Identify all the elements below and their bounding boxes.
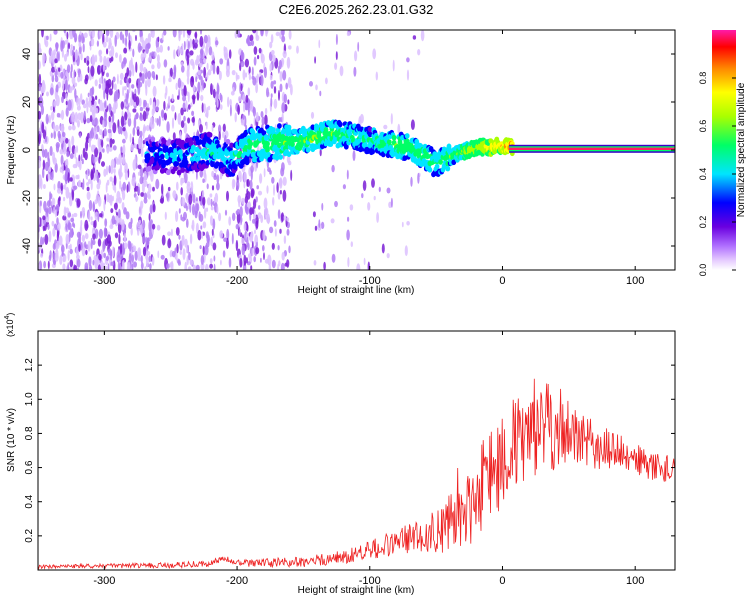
snr-y-tick-label: 0.8 [24,426,35,440]
spectrogram-x-ticks: -300 -200 -100 0 100 [93,30,644,287]
snr-line [38,378,675,570]
spectrogram-y-ticks: -40 -20 0 20 40 [21,48,675,254]
spectrogram-signal [144,119,675,178]
colorbar-tick-label: 0.6 [698,120,708,133]
snr-x-ticks: -300 -200 -100 0 100 [93,331,644,587]
figure-title: C2E6.2025.262.23.01.G32 [279,2,434,17]
snr-x-tick-label: 100 [626,575,644,587]
snr-y-label: SNR (10 * v/v) [6,408,17,472]
snr-x-tick-label: -100 [359,575,381,587]
spectrogram-y-tick-label: 0 [21,147,33,153]
snr-scale-exponent: 4 [4,315,11,319]
snr-y-tick-label: 1.2 [24,358,35,372]
spectrogram-x-tick-label: 0 [499,275,505,287]
colorbar-tick-label: 0.4 [698,168,708,181]
spectrogram-x-tick-label: -300 [93,275,115,287]
spectrogram-y-tick-label: 20 [21,96,33,108]
snr-scale-prefix: (x10 [5,319,15,337]
colorbar-tick-label: 0.0 [698,264,708,277]
spectrogram-x-tick-label: -100 [359,275,381,287]
spectrogram-x-tick-label: 100 [626,275,644,287]
colorbar-tick-label: 0.2 [698,216,708,229]
snr-x-tick-label: -200 [226,575,248,587]
colorbar: 0.0 0.2 0.4 0.6 0.8 Normalized spectral ampl… [698,30,747,276]
colorbar-gradient [712,30,736,270]
spectrogram-y-tick-label: 40 [21,48,33,60]
spectrogram-x-tick-label: -200 [226,275,248,287]
snr-y-tick-label: 0.4 [24,494,35,508]
colorbar-tick-label: 0.8 [698,72,708,85]
colorbar-label: Normalized spectral amplitude [736,82,747,217]
snr-y-tick-label: 0.2 [24,528,35,542]
colorbar-ticks: 0.0 0.2 0.4 0.6 0.8 [698,72,736,277]
snr-frame [37,330,676,571]
snr-scale-suffix: ) [5,313,15,316]
snr-scale-label: (x104) [4,313,15,337]
snr-y-ticks: 0.2 0.4 0.6 0.8 1.0 1.2 [24,358,675,543]
spectrogram-y-tick-label: -40 [21,238,33,254]
spectrogram-noise [38,30,425,270]
spectrogram-y-tick-label: -20 [21,190,33,206]
snr-y-tick-label: 1.0 [24,392,35,406]
svg-text:(x104): (x104) [4,313,15,337]
snr-x-label: Height of straight line (km) [298,585,415,596]
snr-series [38,378,675,570]
spectrogram-x-label: Height of straight line (km) [298,285,415,296]
snr-x-tick-label: 0 [499,575,505,587]
snr-y-tick-label: 0.6 [24,460,35,474]
snr-x-tick-label: -300 [93,575,115,587]
spectrogram-y-label: Frequency (Hz) [6,116,17,185]
snr-panel: -300 -200 -100 0 100 0.2 0.4 0.6 0.8 1.0 1.2 Heig… [4,313,676,596]
